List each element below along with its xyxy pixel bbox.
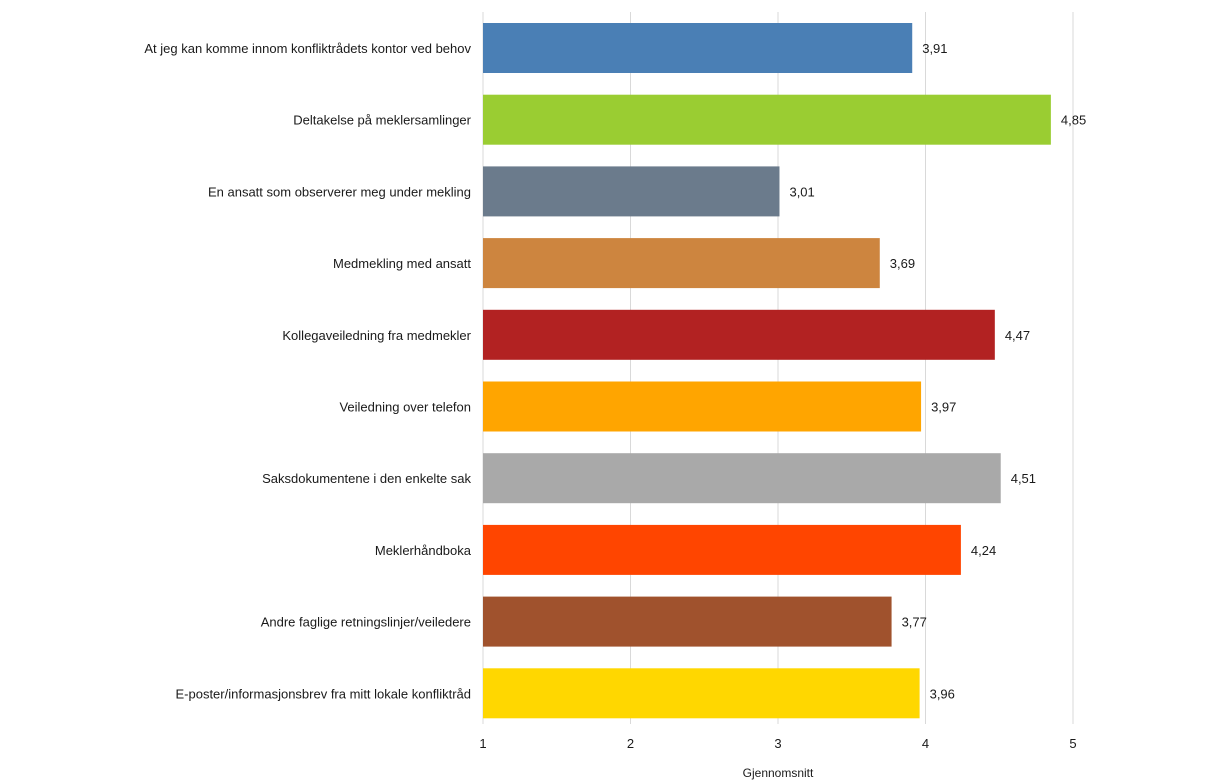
bar [483, 381, 922, 432]
bar [483, 309, 995, 360]
category-label: E-poster/informasjonsbrev fra mitt lokal… [175, 686, 471, 701]
data-label: 3,77 [902, 615, 927, 630]
bar-layer [483, 23, 1051, 719]
category-label: Saksdokumentene i den enkelte sak [262, 471, 471, 486]
data-label: 3,01 [789, 184, 814, 199]
data-label: 3,69 [890, 256, 915, 271]
bar [483, 23, 913, 73]
data-label: 3,97 [931, 400, 956, 415]
data-label: 4,24 [971, 543, 996, 558]
category-label: Andre faglige retningslinjer/veiledere [261, 615, 471, 630]
bar [483, 524, 961, 575]
category-label: Meklerhåndboka [375, 543, 472, 558]
data-label: 4,85 [1061, 113, 1086, 128]
bar [483, 94, 1051, 145]
bar [483, 668, 920, 719]
category-label: Medmekling med ansatt [333, 256, 471, 271]
data-label: 4,47 [1005, 328, 1030, 343]
data-label: 3,91 [922, 41, 947, 56]
category-label: At jeg kan komme innom konfliktrådets ko… [144, 41, 471, 56]
label-layer: 1 2 3 4 5 At jeg kan komme innom konfliktråde… [144, 41, 1086, 751]
category-label: Veiledning over telefon [339, 400, 471, 415]
category-label: En ansatt som observerer meg under mekli… [208, 184, 471, 199]
data-label: 3,96 [930, 686, 955, 701]
bar [483, 596, 892, 647]
x-tick-label: 4 [922, 736, 929, 751]
category-label: Deltakelse på meklersamlinger [293, 113, 471, 128]
x-tick-label: 5 [1069, 736, 1076, 751]
x-axis-title: Gjennomsnitt [743, 766, 814, 780]
bar [483, 166, 780, 217]
category-label: Kollegaveiledning fra medmekler [282, 328, 471, 343]
x-tick-label: 1 [479, 736, 486, 751]
x-tick-label: 3 [774, 736, 781, 751]
bar [483, 238, 880, 289]
data-label: 4,51 [1011, 471, 1036, 486]
x-tick-label: 2 [627, 736, 634, 751]
bar [483, 453, 1001, 504]
